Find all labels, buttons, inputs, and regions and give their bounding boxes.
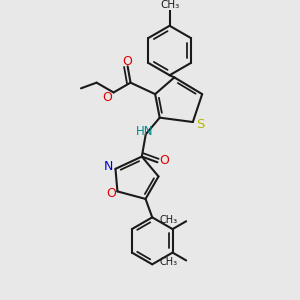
Text: O: O bbox=[106, 187, 116, 200]
Text: CH₃: CH₃ bbox=[160, 256, 178, 267]
Text: S: S bbox=[196, 118, 205, 131]
Text: HN: HN bbox=[136, 125, 153, 138]
Text: O: O bbox=[102, 91, 112, 104]
Text: N: N bbox=[104, 160, 113, 173]
Text: CH₃: CH₃ bbox=[160, 215, 178, 225]
Text: O: O bbox=[159, 154, 169, 167]
Text: O: O bbox=[122, 55, 132, 68]
Text: CH₃: CH₃ bbox=[160, 0, 179, 10]
